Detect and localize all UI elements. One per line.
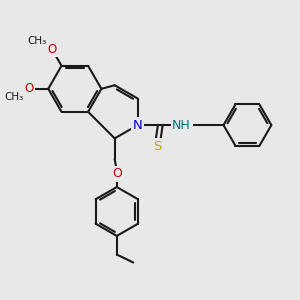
Text: CH₃: CH₃ <box>4 92 24 102</box>
Text: CH₃: CH₃ <box>27 36 46 46</box>
Text: S: S <box>153 140 161 153</box>
Text: NH: NH <box>172 118 191 132</box>
Text: O: O <box>47 43 57 56</box>
Text: N: N <box>133 118 142 132</box>
Text: O: O <box>112 167 122 180</box>
Text: O: O <box>25 82 34 95</box>
